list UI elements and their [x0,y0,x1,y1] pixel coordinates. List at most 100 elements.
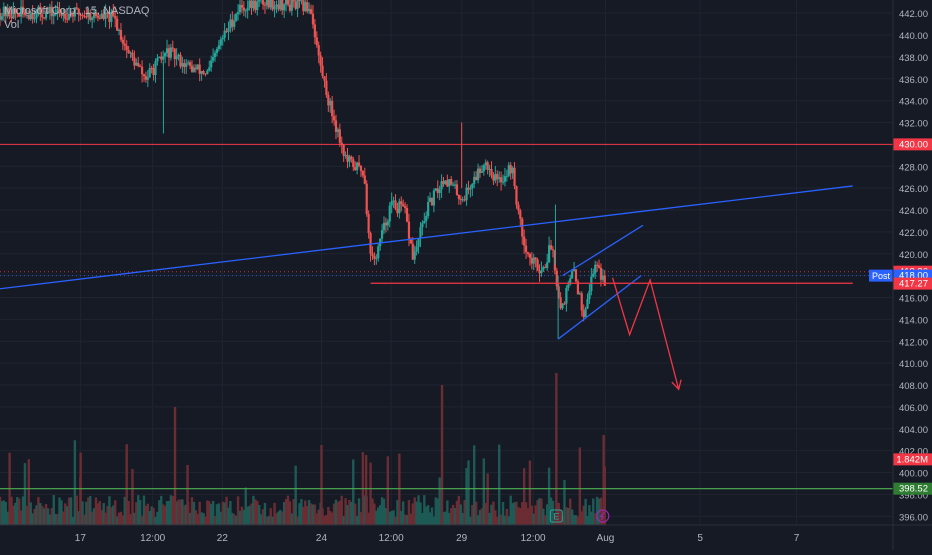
candle-body [195,68,197,70]
candle-body [302,0,304,11]
candle-body [473,177,475,184]
candle-body [135,63,137,66]
candle-body [310,9,312,14]
volume-legend[interactable]: Vol [4,18,150,32]
candle-body [406,208,408,222]
candle-body [295,1,297,8]
candle-body [464,199,466,200]
candle-body [454,184,456,185]
candle-body [185,63,187,67]
candle-body [444,180,446,184]
candle-body [483,165,485,171]
candle-body [289,5,291,11]
candle-body [131,53,133,58]
candle-body [356,163,358,171]
candle-body [402,204,404,206]
candle-body [241,5,243,8]
candle-body [220,39,222,45]
candle-body [535,258,537,260]
candle-body [479,169,481,173]
candle-body [560,297,562,308]
price-badge-text: 417.27 [899,279,928,290]
candle-body [133,58,135,66]
candle-body [598,266,600,268]
candle-body [506,176,508,177]
candle-body [437,188,439,193]
volume-bar [602,435,604,525]
candle-body [604,275,606,285]
candle-body [262,0,264,5]
candle-body [256,2,258,10]
candle-body [502,182,504,183]
candle-body [392,200,394,201]
candle-body [164,53,166,56]
projection-path [613,278,679,390]
candle-body [383,223,385,230]
candle-body [552,249,554,250]
candle-body [529,254,531,258]
volume-bar [498,445,500,525]
candle-body [348,157,350,162]
candle-body [494,174,496,181]
candle-body [458,195,460,199]
candle-body [556,270,558,286]
candle-body [352,159,354,167]
volume-level-label: 398.52 [893,483,932,495]
candle-body [181,63,183,66]
x-tick-label: 12:00 [521,533,546,544]
candle-body [270,0,272,7]
candle-body [191,66,193,72]
candle-body [371,254,373,256]
candle-body [214,53,216,57]
y-tick-label: 412.00 [899,337,928,348]
candle-body [396,209,398,213]
candle-body [373,256,375,259]
candle-body [510,165,512,173]
candle-body [258,0,260,2]
candle-body [450,179,452,185]
y-tick-label: 404.00 [899,425,928,436]
volume-bar [441,385,443,525]
candle-body [218,45,220,49]
candle-body [197,64,199,69]
candle-body [158,57,160,58]
candle-body [567,284,569,288]
candle-body [283,4,285,10]
candle-body [427,202,429,216]
candle-body [594,265,596,274]
candle-body [391,201,393,205]
candle-body [592,273,594,276]
candle-body [312,14,314,25]
candle-body [490,169,492,175]
candle-body [160,57,162,60]
candle-body [316,37,318,45]
candle-body [448,179,450,186]
y-tick-label: 420.00 [899,250,928,261]
candle-body [517,205,519,211]
candle-body [475,177,477,180]
wedge-upper-line [563,225,643,275]
symbol-title[interactable]: Microsoft Corp., 15, NASDAQ [4,4,150,18]
candle-body [377,246,379,258]
candle-body [452,185,454,186]
candle-body [147,77,149,79]
x-tick-label: 17 [75,533,87,544]
candle-body [183,63,185,67]
resistance-price-label: 430.00 [893,138,932,150]
candle-body [1,16,3,19]
candle-body [575,269,577,281]
candle-body [247,8,249,11]
candle-body [287,0,289,5]
y-tick-label: 438.00 [899,53,928,64]
candle-body [369,233,371,254]
candle-body [394,200,396,208]
candle-body [350,157,352,160]
candle-body [364,175,366,183]
candle-body [304,2,306,11]
candle-body [137,63,139,66]
candle-body [542,267,544,270]
candle-body [469,188,471,189]
y-tick-label: 416.00 [899,294,928,305]
